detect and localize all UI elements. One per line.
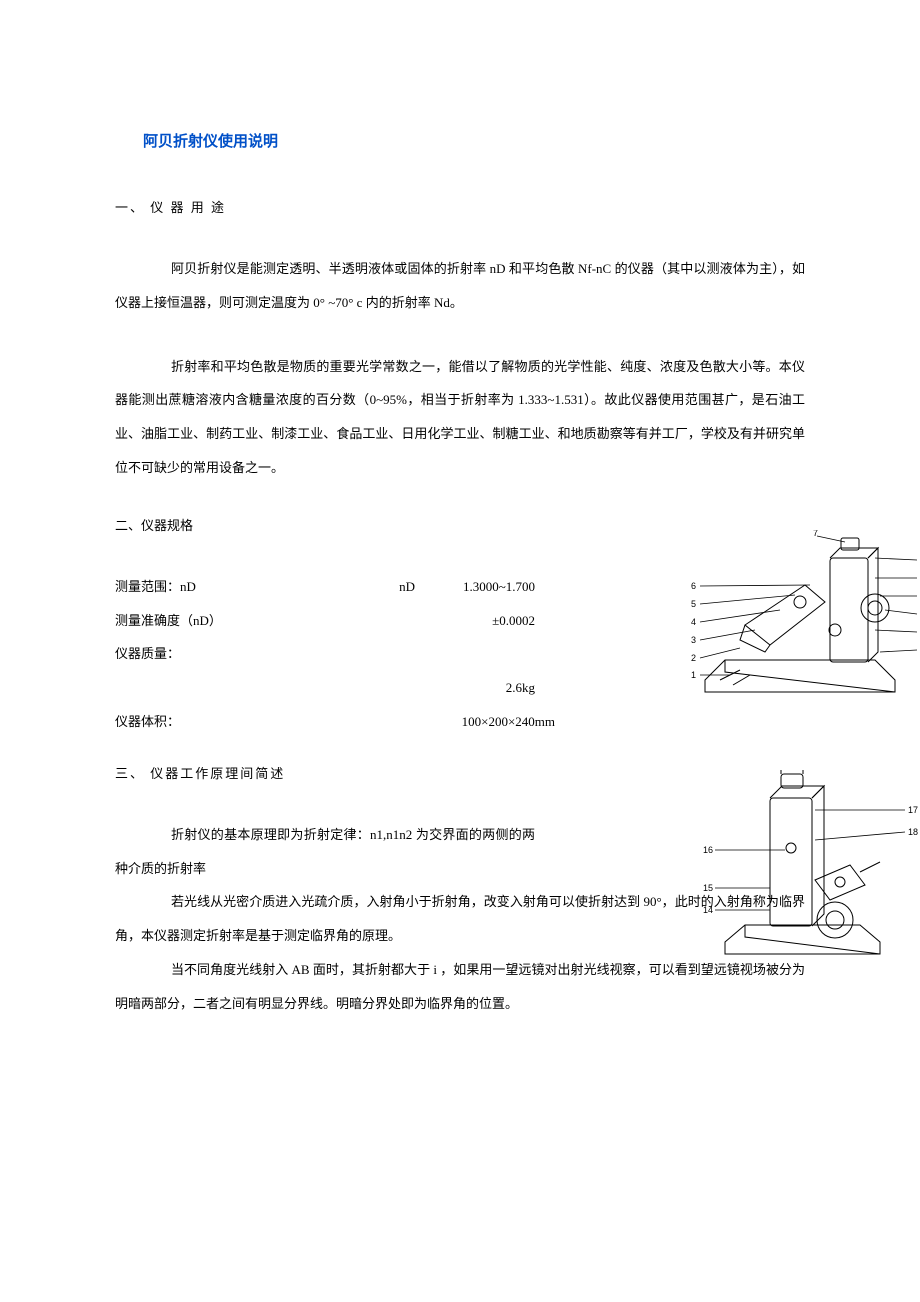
fig2-label-18: 18 (908, 827, 918, 837)
spec-row-range: 测量范围：nD nD 1.3000~1.700 (115, 570, 805, 604)
spec-accuracy-label: 测量准确度（nD） (115, 604, 375, 638)
spec-accuracy-value: ±0.0002 (375, 604, 535, 638)
paragraph-1: 阿贝折射仪是能测定透明、半透明液体或固体的折射率 nD 和平均色散 Nf-nC … (115, 252, 805, 320)
spec-volume-label: 仪器体积： (115, 705, 375, 739)
fig2-label-16: 16 (703, 845, 713, 855)
spec-range-mid: nD (375, 570, 415, 604)
paragraph-2: 折射率和平均色散是物质的重要光学常数之一，能借以了解物质的光学性能、纯度、浓度及… (115, 350, 805, 485)
section-2-heading: 二、仪器规格 (115, 515, 805, 534)
fig1-label-7: 7 (813, 530, 818, 538)
fig2-label-15: 15 (703, 883, 713, 893)
spec-block: 二、仪器规格 测量范围：nD nD 1.3000~1.700 测量准确度（nD）… (115, 515, 805, 739)
spec-mass-value: 2.6kg (375, 671, 535, 705)
paragraph-3: 折射仪的基本原理即为折射定律：n1,n1n2 为交界面的两侧的两种介质的折射率 (115, 818, 535, 886)
fig2-label-14: 14 (703, 905, 713, 915)
figure-2-side-view: 14 15 16 17 18 (685, 770, 920, 970)
document-page: 阿贝折射仪使用说明 一、 仪 器 用 途 阿贝折射仪是能测定透明、半透明液体或固… (0, 0, 920, 1131)
spec-range-value: 1.3000~1.700 (415, 570, 535, 604)
section-1-heading: 一、 仪 器 用 途 (115, 197, 805, 216)
spec-range-label: 测量范围：nD (115, 570, 375, 604)
page-title: 阿贝折射仪使用说明 (115, 130, 805, 151)
spec-volume-value: 100×200×240mm (375, 705, 555, 739)
spec-row-mass-val: 2.6kg (115, 671, 805, 705)
spec-mass-value-blank (375, 637, 535, 671)
spec-row-volume: 仪器体积： 100×200×240mm (115, 705, 805, 739)
spec-mass-label: 仪器质量： (115, 637, 375, 671)
spec-row-mass: 仪器质量： (115, 637, 805, 671)
fig2-label-17: 17 (908, 805, 918, 815)
spec-row-accuracy: 测量准确度（nD） ±0.0002 (115, 604, 805, 638)
